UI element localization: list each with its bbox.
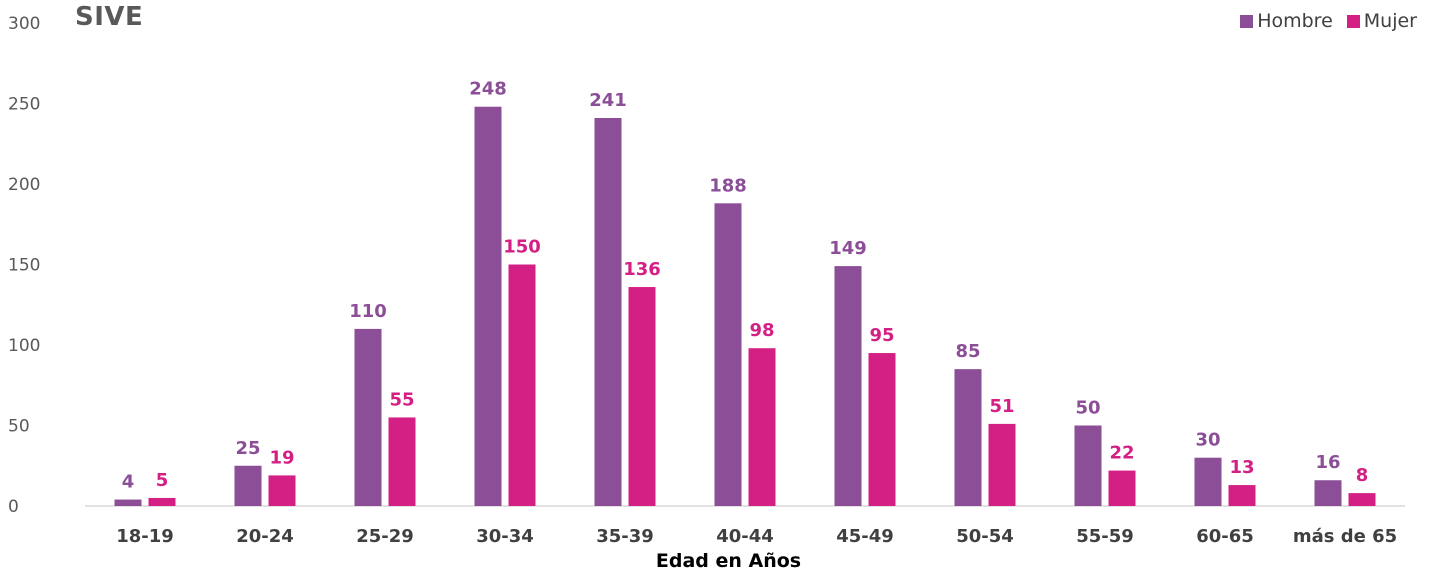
legend-swatch-mujer xyxy=(1346,14,1360,28)
bar-mujer xyxy=(628,287,656,506)
legend-item-mujer: Mujer xyxy=(1346,10,1417,32)
y-tick-label: 150 xyxy=(8,256,40,276)
bar-mujer xyxy=(988,423,1016,506)
data-label-mujer: 22 xyxy=(1109,443,1134,464)
data-label-mujer: 150 xyxy=(503,237,541,258)
bar-hombre xyxy=(834,266,862,506)
x-tick-label: 55-59 xyxy=(1076,526,1134,547)
data-label-hombre: 110 xyxy=(349,301,387,322)
y-tick-label: 50 xyxy=(8,417,30,437)
bar-mujer xyxy=(1228,485,1256,506)
legend-item-hombre: Hombre xyxy=(1240,10,1333,32)
legend-swatch-hombre xyxy=(1240,14,1254,28)
bar-mujer xyxy=(268,475,296,506)
x-tick-label: más de 65 xyxy=(1293,526,1397,547)
data-label-hombre: 241 xyxy=(589,90,627,111)
bar-mujer xyxy=(748,348,776,506)
x-tick-label: 25-29 xyxy=(356,526,414,547)
bar-hombre xyxy=(234,465,262,506)
y-tick-label: 300 xyxy=(8,14,40,34)
data-label-hombre: 50 xyxy=(1075,398,1100,419)
bar-hombre xyxy=(1074,425,1102,506)
bar-hombre xyxy=(354,328,382,506)
bar-hombre xyxy=(114,499,142,506)
x-tick-label: 60-65 xyxy=(1196,526,1254,547)
data-label-mujer: 98 xyxy=(749,320,774,341)
y-tick-label: 0 xyxy=(8,497,19,517)
data-label-hombre: 25 xyxy=(235,438,260,459)
bar-hombre xyxy=(1314,480,1342,506)
bar-mujer xyxy=(1348,493,1376,506)
x-tick-label: 40-44 xyxy=(716,526,774,547)
data-label-mujer: 51 xyxy=(989,396,1014,417)
x-tick-label: 20-24 xyxy=(236,526,294,547)
x-axis-title: Edad en Años xyxy=(655,550,802,572)
data-label-hombre: 149 xyxy=(829,238,867,259)
x-tick-label: 50-54 xyxy=(956,526,1014,547)
data-label-mujer: 55 xyxy=(389,389,414,410)
legend-label-hombre: Hombre xyxy=(1257,10,1333,32)
data-label-hombre: 85 xyxy=(955,341,980,362)
legend-label-mujer: Mujer xyxy=(1363,10,1417,32)
bar-hombre xyxy=(954,369,982,506)
y-tick-label: 250 xyxy=(8,95,40,115)
y-tick-label: 200 xyxy=(8,175,40,195)
bar-mujer xyxy=(868,353,896,506)
data-label-mujer: 5 xyxy=(156,470,169,491)
bar-mujer xyxy=(148,497,176,506)
bar-hombre xyxy=(594,117,622,507)
data-label-hombre: 248 xyxy=(469,79,507,100)
bar-mujer xyxy=(1108,470,1136,506)
data-label-mujer: 19 xyxy=(269,447,294,468)
bar-mujer xyxy=(388,417,416,506)
bar-hombre xyxy=(474,106,502,506)
y-tick-label: 100 xyxy=(8,336,40,356)
x-tick-label: 18-19 xyxy=(116,526,174,547)
data-label-mujer: 95 xyxy=(869,325,894,346)
chart-title: SIVE xyxy=(75,2,144,32)
data-label-hombre: 4 xyxy=(122,472,135,493)
data-label-mujer: 13 xyxy=(1229,457,1254,478)
data-label-hombre: 16 xyxy=(1315,452,1340,473)
data-label-mujer: 8 xyxy=(1356,465,1369,486)
legend: Hombre Mujer xyxy=(1240,10,1417,32)
bar-mujer xyxy=(508,264,536,506)
data-label-hombre: 30 xyxy=(1195,430,1220,451)
data-label-hombre: 188 xyxy=(709,175,747,196)
bar-hombre xyxy=(714,203,742,506)
x-tick-label: 30-34 xyxy=(476,526,534,547)
data-label-mujer: 136 xyxy=(623,259,661,280)
bar-hombre xyxy=(1194,457,1222,506)
x-tick-label: 35-39 xyxy=(596,526,654,547)
x-tick-label: 45-49 xyxy=(836,526,894,547)
